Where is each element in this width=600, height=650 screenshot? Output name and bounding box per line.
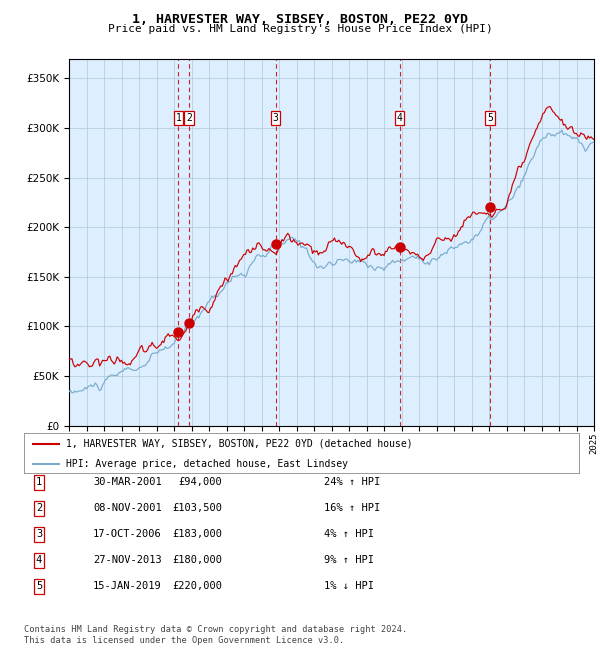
Text: £180,000: £180,000 <box>172 555 222 566</box>
Text: Price paid vs. HM Land Registry's House Price Index (HPI): Price paid vs. HM Land Registry's House … <box>107 24 493 34</box>
Text: 2: 2 <box>186 113 192 123</box>
Text: 1: 1 <box>175 113 181 123</box>
Text: 1, HARVESTER WAY, SIBSEY, BOSTON, PE22 0YD (detached house): 1, HARVESTER WAY, SIBSEY, BOSTON, PE22 0… <box>65 439 412 448</box>
Text: 1: 1 <box>36 477 42 488</box>
Text: 4% ↑ HPI: 4% ↑ HPI <box>324 529 374 539</box>
Text: 15-JAN-2019: 15-JAN-2019 <box>93 581 162 592</box>
Text: 2: 2 <box>36 503 42 514</box>
Text: 1% ↓ HPI: 1% ↓ HPI <box>324 581 374 592</box>
Text: 16% ↑ HPI: 16% ↑ HPI <box>324 503 380 514</box>
Text: 3: 3 <box>272 113 278 123</box>
Text: 30-MAR-2001: 30-MAR-2001 <box>93 477 162 488</box>
Text: 08-NOV-2001: 08-NOV-2001 <box>93 503 162 514</box>
Text: 5: 5 <box>36 581 42 592</box>
Text: £220,000: £220,000 <box>172 581 222 592</box>
Text: 5: 5 <box>487 113 493 123</box>
Text: 27-NOV-2013: 27-NOV-2013 <box>93 555 162 566</box>
Text: 24% ↑ HPI: 24% ↑ HPI <box>324 477 380 488</box>
Text: 17-OCT-2006: 17-OCT-2006 <box>93 529 162 539</box>
Text: 3: 3 <box>36 529 42 539</box>
Text: Contains HM Land Registry data © Crown copyright and database right 2024.
This d: Contains HM Land Registry data © Crown c… <box>24 625 407 645</box>
Text: 4: 4 <box>36 555 42 566</box>
Text: 9% ↑ HPI: 9% ↑ HPI <box>324 555 374 566</box>
Text: £94,000: £94,000 <box>178 477 222 488</box>
Text: £103,500: £103,500 <box>172 503 222 514</box>
Text: £183,000: £183,000 <box>172 529 222 539</box>
Text: 1, HARVESTER WAY, SIBSEY, BOSTON, PE22 0YD: 1, HARVESTER WAY, SIBSEY, BOSTON, PE22 0… <box>132 13 468 26</box>
Text: HPI: Average price, detached house, East Lindsey: HPI: Average price, detached house, East… <box>65 460 347 469</box>
Text: 4: 4 <box>397 113 403 123</box>
